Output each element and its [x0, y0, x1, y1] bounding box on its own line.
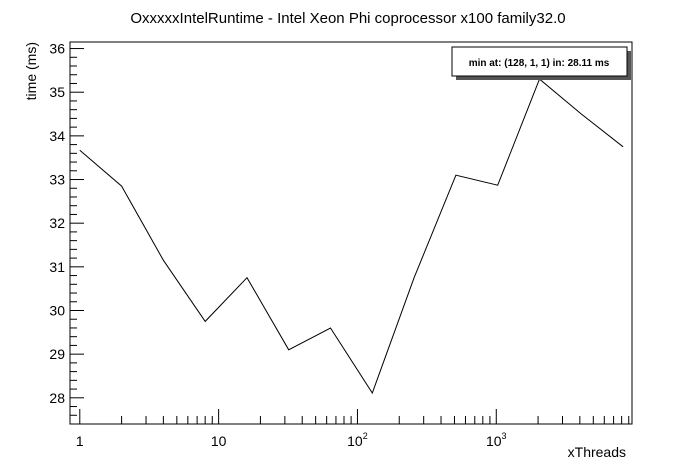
x-axis: 1 10 102 103 — [76, 409, 630, 449]
x-tick-label: 103 — [486, 431, 507, 449]
series-line — [79, 78, 624, 395]
y-tick-label: 30 — [49, 302, 65, 318]
x-tick-label: 1 — [76, 433, 84, 449]
x-tick-label: 102 — [347, 431, 368, 449]
y-axis-label: time (ms) — [23, 42, 39, 100]
y-tick-label: 34 — [49, 128, 65, 144]
y-tick-label: 36 — [49, 41, 65, 57]
x-axis-label: xThreads — [568, 444, 626, 460]
stats-box: min at: (128, 1, 1) in: 28.11 ms — [451, 46, 631, 80]
series-group — [79, 78, 624, 395]
chart-title: OxxxxxIntelRuntime - Intel Xeon Phi copr… — [130, 10, 565, 27]
y-tick-label: 35 — [49, 84, 65, 100]
y-axis: 28 29 30 31 32 33 34 35 36 — [49, 41, 84, 425]
y-tick-label: 29 — [49, 346, 65, 362]
plot-frame — [69, 41, 633, 425]
y-tick-label: 33 — [49, 172, 65, 188]
min-annotation: min at: (128, 1, 1) in: 28.11 ms — [469, 58, 610, 69]
y-tick-label: 32 — [49, 215, 65, 231]
y-tick-label: 28 — [49, 390, 65, 406]
x-tick-label: 10 — [211, 433, 227, 449]
y-tick-label: 31 — [49, 259, 65, 275]
